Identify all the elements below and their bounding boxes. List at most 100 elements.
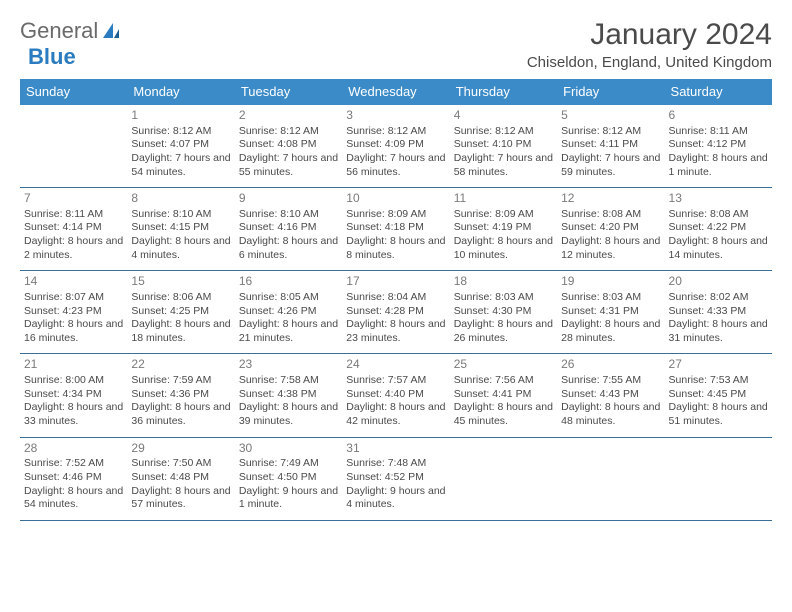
daylight-text: Daylight: 7 hours and 55 minutes. — [239, 152, 338, 179]
calendar-day-cell: 2Sunrise: 8:12 AMSunset: 4:08 PMDaylight… — [235, 105, 342, 188]
sunset-text: Sunset: 4:16 PM — [239, 221, 338, 235]
calendar-day-cell: 16Sunrise: 8:05 AMSunset: 4:26 PMDayligh… — [235, 271, 342, 354]
sunrise-text: Sunrise: 8:03 AM — [561, 291, 660, 305]
sunrise-text: Sunrise: 7:55 AM — [561, 374, 660, 388]
sunset-text: Sunset: 4:11 PM — [561, 138, 660, 152]
daylight-text: Daylight: 8 hours and 42 minutes. — [346, 401, 445, 428]
logo-text-blue-wrapper: Blue — [28, 44, 76, 70]
daylight-text: Daylight: 9 hours and 4 minutes. — [346, 485, 445, 512]
location-text: Chiseldon, England, United Kingdom — [527, 54, 772, 71]
sunset-text: Sunset: 4:45 PM — [669, 388, 768, 402]
sunrise-text: Sunrise: 8:09 AM — [454, 208, 553, 222]
sunset-text: Sunset: 4:26 PM — [239, 305, 338, 319]
logo-text-blue: Blue — [28, 44, 76, 69]
calendar-day-cell: 12Sunrise: 8:08 AMSunset: 4:20 PMDayligh… — [557, 188, 664, 271]
daylight-text: Daylight: 8 hours and 57 minutes. — [131, 485, 230, 512]
header: General January 2024 Chiseldon, England,… — [20, 18, 772, 71]
calendar-day-cell: 29Sunrise: 7:50 AMSunset: 4:48 PMDayligh… — [127, 437, 234, 520]
calendar-week-row: 21Sunrise: 8:00 AMSunset: 4:34 PMDayligh… — [20, 354, 772, 437]
sunrise-text: Sunrise: 8:05 AM — [239, 291, 338, 305]
sunset-text: Sunset: 4:07 PM — [131, 138, 230, 152]
day-number: 22 — [131, 357, 230, 373]
calendar-day-cell: 1Sunrise: 8:12 AMSunset: 4:07 PMDaylight… — [127, 105, 234, 188]
calendar-day-cell: 13Sunrise: 8:08 AMSunset: 4:22 PMDayligh… — [665, 188, 772, 271]
sunrise-text: Sunrise: 8:07 AM — [24, 291, 123, 305]
calendar-week-row: 14Sunrise: 8:07 AMSunset: 4:23 PMDayligh… — [20, 271, 772, 354]
sunset-text: Sunset: 4:23 PM — [24, 305, 123, 319]
sail-icon — [101, 21, 121, 46]
sunset-text: Sunset: 4:46 PM — [24, 471, 123, 485]
daylight-text: Daylight: 8 hours and 1 minute. — [669, 152, 768, 179]
sunrise-text: Sunrise: 8:03 AM — [454, 291, 553, 305]
day-number: 23 — [239, 357, 338, 373]
day-number: 6 — [669, 108, 768, 124]
calendar-day-cell: 21Sunrise: 8:00 AMSunset: 4:34 PMDayligh… — [20, 354, 127, 437]
sunset-text: Sunset: 4:38 PM — [239, 388, 338, 402]
sunset-text: Sunset: 4:30 PM — [454, 305, 553, 319]
sunset-text: Sunset: 4:33 PM — [669, 305, 768, 319]
calendar-day-cell: 8Sunrise: 8:10 AMSunset: 4:15 PMDaylight… — [127, 188, 234, 271]
daylight-text: Daylight: 8 hours and 18 minutes. — [131, 318, 230, 345]
month-title: January 2024 — [527, 18, 772, 52]
daylight-text: Daylight: 7 hours and 54 minutes. — [131, 152, 230, 179]
sunrise-text: Sunrise: 8:12 AM — [561, 125, 660, 139]
calendar-day-cell: 4Sunrise: 8:12 AMSunset: 4:10 PMDaylight… — [450, 105, 557, 188]
daylight-text: Daylight: 8 hours and 6 minutes. — [239, 235, 338, 262]
daylight-text: Daylight: 8 hours and 23 minutes. — [346, 318, 445, 345]
sunrise-text: Sunrise: 8:11 AM — [669, 125, 768, 139]
day-number: 3 — [346, 108, 445, 124]
day-number: 31 — [346, 441, 445, 457]
sunrise-text: Sunrise: 8:06 AM — [131, 291, 230, 305]
day-number: 16 — [239, 274, 338, 290]
calendar-table: SundayMondayTuesdayWednesdayThursdayFrid… — [20, 79, 772, 521]
sunset-text: Sunset: 4:25 PM — [131, 305, 230, 319]
daylight-text: Daylight: 8 hours and 4 minutes. — [131, 235, 230, 262]
sunrise-text: Sunrise: 8:12 AM — [346, 125, 445, 139]
daylight-text: Daylight: 9 hours and 1 minute. — [239, 485, 338, 512]
sunset-text: Sunset: 4:50 PM — [239, 471, 338, 485]
daylight-text: Daylight: 8 hours and 16 minutes. — [24, 318, 123, 345]
sunset-text: Sunset: 4:48 PM — [131, 471, 230, 485]
title-block: January 2024 Chiseldon, England, United … — [527, 18, 772, 71]
sunrise-text: Sunrise: 8:10 AM — [131, 208, 230, 222]
sunset-text: Sunset: 4:12 PM — [669, 138, 768, 152]
daylight-text: Daylight: 7 hours and 56 minutes. — [346, 152, 445, 179]
day-number: 13 — [669, 191, 768, 207]
weekday-header: Saturday — [665, 79, 772, 105]
weekday-header: Tuesday — [235, 79, 342, 105]
sunrise-text: Sunrise: 7:49 AM — [239, 457, 338, 471]
sunrise-text: Sunrise: 7:48 AM — [346, 457, 445, 471]
calendar-day-cell: 17Sunrise: 8:04 AMSunset: 4:28 PMDayligh… — [342, 271, 449, 354]
day-number: 24 — [346, 357, 445, 373]
weekday-header: Friday — [557, 79, 664, 105]
calendar-day-cell: 15Sunrise: 8:06 AMSunset: 4:25 PMDayligh… — [127, 271, 234, 354]
day-number: 12 — [561, 191, 660, 207]
calendar-day-cell: 22Sunrise: 7:59 AMSunset: 4:36 PMDayligh… — [127, 354, 234, 437]
day-number: 30 — [239, 441, 338, 457]
day-number: 15 — [131, 274, 230, 290]
calendar-day-cell: 6Sunrise: 8:11 AMSunset: 4:12 PMDaylight… — [665, 105, 772, 188]
daylight-text: Daylight: 8 hours and 36 minutes. — [131, 401, 230, 428]
day-number: 2 — [239, 108, 338, 124]
calendar-day-cell: 20Sunrise: 8:02 AMSunset: 4:33 PMDayligh… — [665, 271, 772, 354]
calendar-header-row: SundayMondayTuesdayWednesdayThursdayFrid… — [20, 79, 772, 105]
weekday-header: Monday — [127, 79, 234, 105]
sunset-text: Sunset: 4:09 PM — [346, 138, 445, 152]
daylight-text: Daylight: 8 hours and 45 minutes. — [454, 401, 553, 428]
sunset-text: Sunset: 4:28 PM — [346, 305, 445, 319]
sunrise-text: Sunrise: 8:10 AM — [239, 208, 338, 222]
day-number: 4 — [454, 108, 553, 124]
sunrise-text: Sunrise: 7:52 AM — [24, 457, 123, 471]
sunrise-text: Sunrise: 8:04 AM — [346, 291, 445, 305]
sunrise-text: Sunrise: 7:59 AM — [131, 374, 230, 388]
sunrise-text: Sunrise: 7:58 AM — [239, 374, 338, 388]
sunrise-text: Sunrise: 7:50 AM — [131, 457, 230, 471]
calendar-day-cell: 26Sunrise: 7:55 AMSunset: 4:43 PMDayligh… — [557, 354, 664, 437]
calendar-day-cell: 3Sunrise: 8:12 AMSunset: 4:09 PMDaylight… — [342, 105, 449, 188]
daylight-text: Daylight: 8 hours and 10 minutes. — [454, 235, 553, 262]
daylight-text: Daylight: 8 hours and 54 minutes. — [24, 485, 123, 512]
calendar-day-cell: 24Sunrise: 7:57 AMSunset: 4:40 PMDayligh… — [342, 354, 449, 437]
day-number: 21 — [24, 357, 123, 373]
daylight-text: Daylight: 8 hours and 33 minutes. — [24, 401, 123, 428]
day-number: 1 — [131, 108, 230, 124]
